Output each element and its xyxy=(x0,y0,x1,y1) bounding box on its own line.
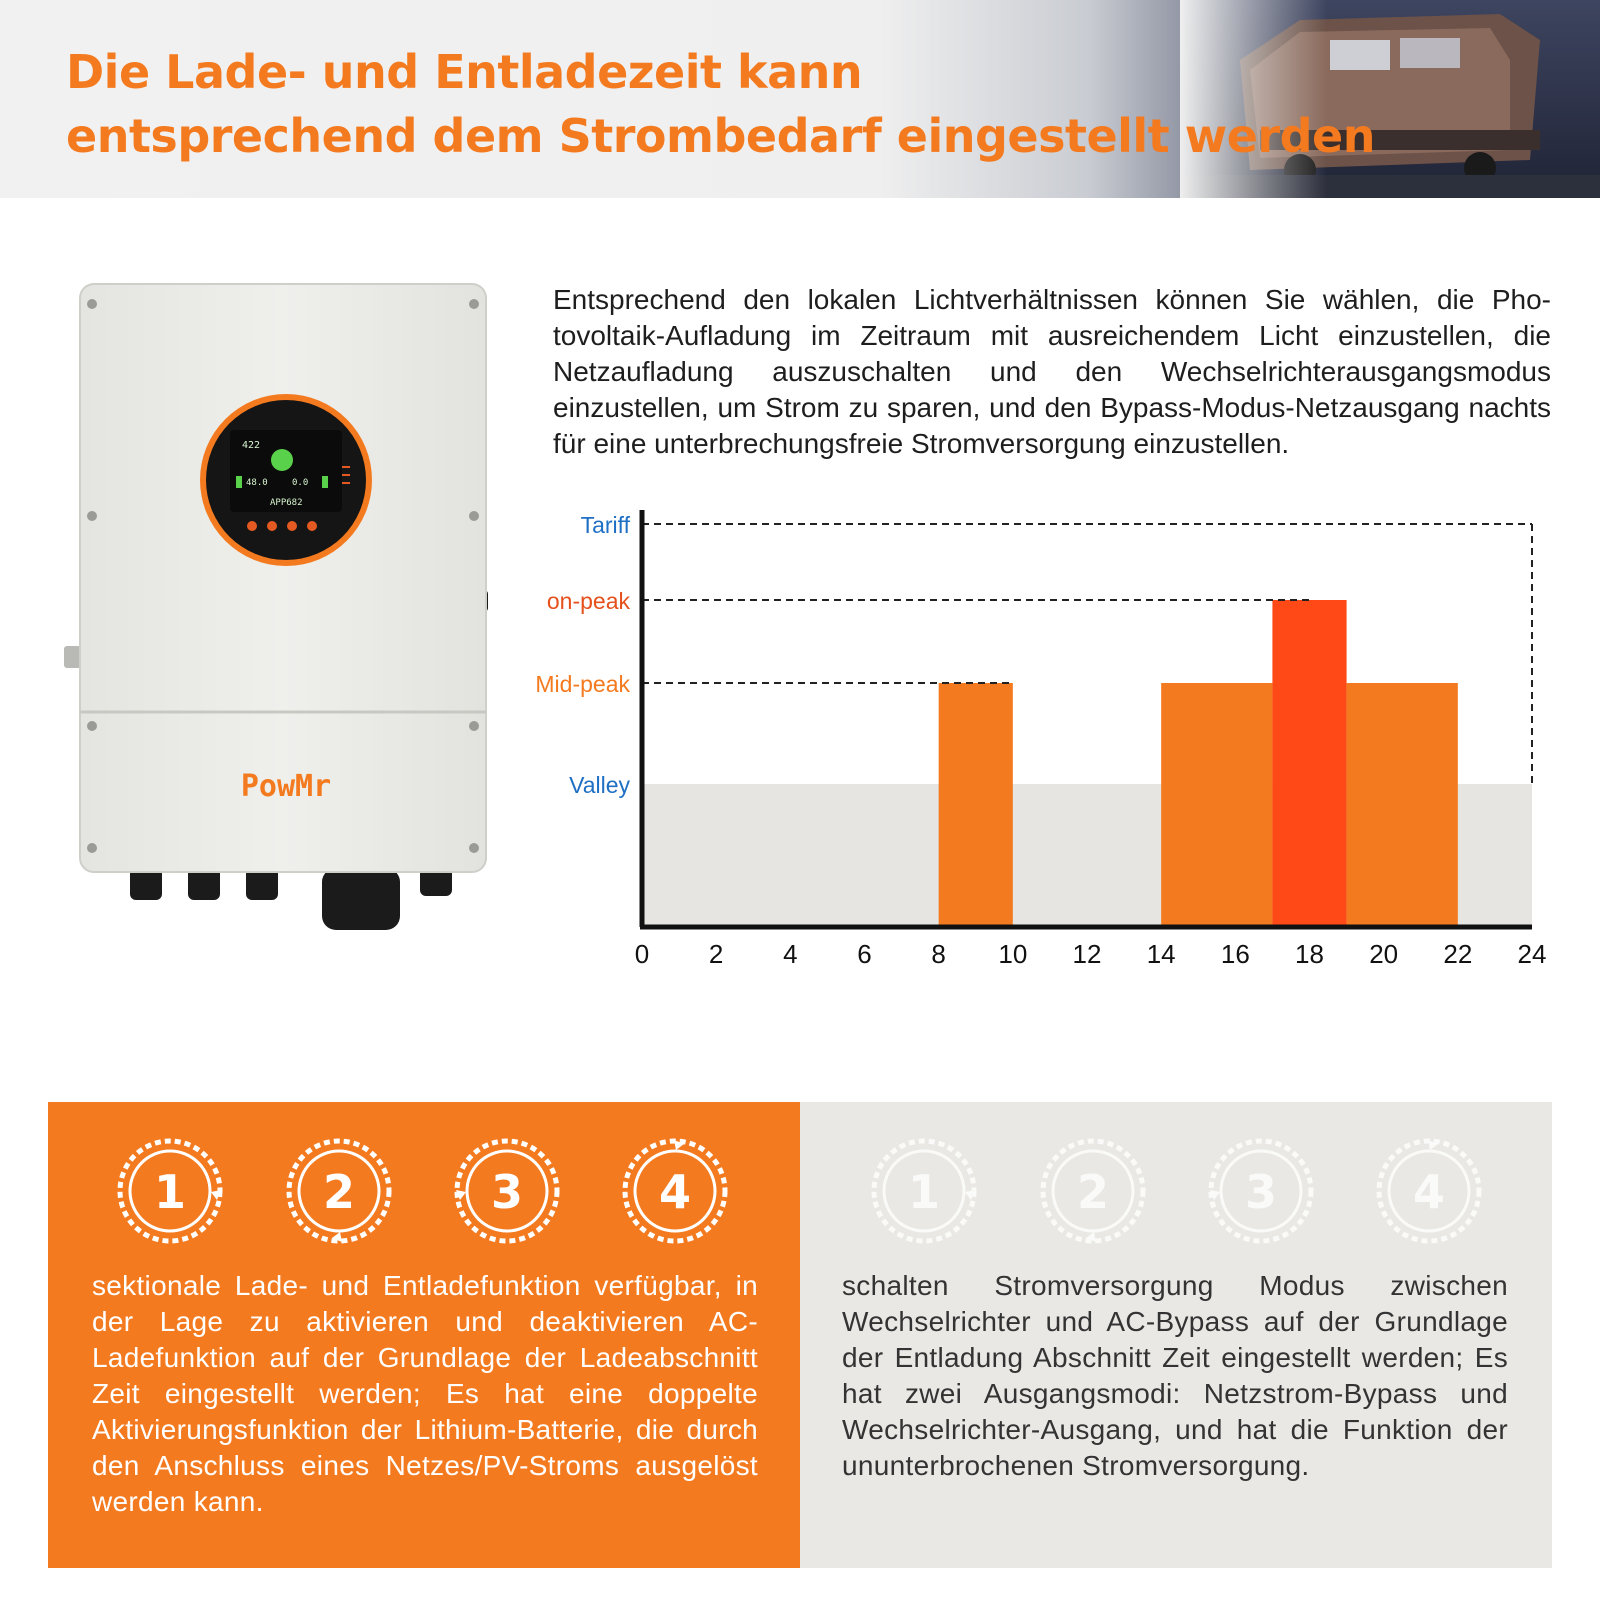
display-top-value: 422 xyxy=(242,440,260,451)
x-tick-label: 22 xyxy=(1443,939,1472,969)
clock-3-number: 3 xyxy=(491,1165,523,1219)
clock-3-number-faded: 3 xyxy=(1245,1165,1277,1219)
tariff-bar-4 xyxy=(1346,683,1458,927)
brand-logo: PowMr xyxy=(241,769,331,804)
clock-4-number: 4 xyxy=(659,1165,691,1219)
x-tick-label: 10 xyxy=(998,939,1027,969)
description-text: Entsprechend den lokalen Lichtverhältnis… xyxy=(553,284,1551,459)
y-label-tariff: Tariff xyxy=(581,512,631,538)
display-right-value: 0.0 xyxy=(292,478,308,488)
case-screws xyxy=(87,299,479,853)
clock-1-icon-faded: 1 xyxy=(871,1138,977,1244)
clock-2-icon-faded: 2 xyxy=(1040,1138,1146,1244)
x-tick-label: 8 xyxy=(931,939,945,969)
panel-left-text: sektionale Lade- und Entladefunktion ver… xyxy=(92,1270,758,1517)
inverter-display: 422 48.0 0.0 APP682 xyxy=(200,394,372,566)
y-label-on-peak: on-peak xyxy=(547,588,631,614)
side-connector xyxy=(64,646,82,668)
x-tick-label: 2 xyxy=(709,939,723,969)
x-tick-label: 6 xyxy=(857,939,871,969)
panel-ac-charging: 1 2 3 4 sektionale Lade- und Entladefunk… xyxy=(48,1102,800,1568)
clock-icon-row-left: 1 2 3 4 xyxy=(48,1136,800,1246)
x-tick-label: 4 xyxy=(783,939,797,969)
clock-4-number-faded: 4 xyxy=(1413,1165,1445,1219)
x-tick-label: 24 xyxy=(1518,939,1547,969)
inverter-illustration: 422 48.0 0.0 APP682 PowMr xyxy=(64,283,488,930)
clock-2-icon: 2 xyxy=(286,1138,392,1244)
display-unit-text: APP682 xyxy=(270,498,303,508)
tariff-bar-3 xyxy=(1272,600,1347,927)
clock-4-icon-faded: 4 xyxy=(1376,1138,1482,1244)
x-tick-label: 18 xyxy=(1295,939,1324,969)
page-title-line-2: entsprechend dem Strombedarf eingestellt… xyxy=(66,109,1375,163)
inverter-case xyxy=(79,283,487,873)
x-tick-label: 16 xyxy=(1221,939,1250,969)
x-tick-label: 12 xyxy=(1073,939,1102,969)
clock-1-icon: 1 xyxy=(117,1138,223,1244)
header-banner: Die Lade- und Entladezeit kann entsprech… xyxy=(0,0,1600,198)
y-label-valley: Valley xyxy=(569,772,630,798)
x-tick-label: 14 xyxy=(1147,939,1176,969)
clock-1-number: 1 xyxy=(154,1165,186,1219)
clock-2-number: 2 xyxy=(323,1165,355,1219)
clock-icon-row-right: 1 2 3 4 xyxy=(800,1136,1552,1246)
panel-bypass-mode: 1 2 3 4 schalten Stromversorgung Modus z… xyxy=(800,1102,1552,1568)
clock-1-number-faded: 1 xyxy=(908,1165,940,1219)
x-tick-label: 20 xyxy=(1369,939,1398,969)
page-title: Die Lade- und Entladezeit kann entsprech… xyxy=(66,40,1486,168)
clock-3-icon: 3 xyxy=(454,1138,560,1244)
display-left-value: 48.0 xyxy=(246,478,268,488)
x-tick-label: 0 xyxy=(635,939,649,969)
clock-4-icon: 4 xyxy=(622,1138,728,1244)
camper-van-photo xyxy=(1180,0,1600,198)
y-label-mid-peak: Mid-peak xyxy=(535,671,630,697)
clock-3-icon-faded: 3 xyxy=(1208,1138,1314,1244)
tariff-bar-1 xyxy=(938,683,1013,927)
cable-glands xyxy=(130,868,452,930)
panel-right-text: schalten Stromversorgung Modus zwischen … xyxy=(842,1270,1508,1481)
clock-2-number-faded: 2 xyxy=(1077,1165,1109,1219)
tariff-bar-2 xyxy=(1161,683,1273,927)
page-title-line-1: Die Lade- und Entladezeit kann xyxy=(66,45,863,99)
